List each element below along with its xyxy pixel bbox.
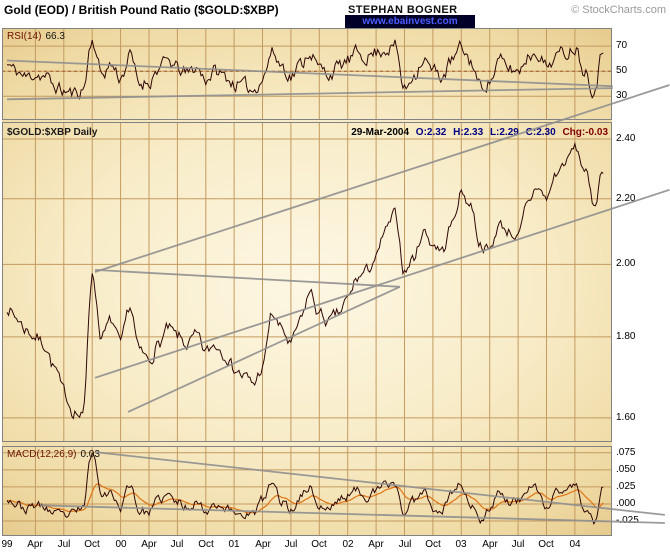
macd-value: 0.03	[80, 449, 100, 460]
y-axis-label: -.025	[616, 515, 639, 526]
x-axis-label: 02	[342, 539, 354, 550]
x-axis-label: 01	[228, 539, 240, 550]
x-axis-label: Apr	[27, 539, 43, 550]
quote-change: Chg:-0.03	[562, 127, 608, 138]
y-axis-label: 2.40	[616, 133, 636, 144]
y-axis-label: .025	[616, 481, 636, 492]
quote-high: H:2.33	[453, 127, 484, 138]
y-axis-label: 2.20	[616, 193, 636, 204]
x-axis-label: 99	[1, 539, 13, 550]
x-axis-label: Jul	[170, 539, 184, 550]
stockcharts-copyright-link[interactable]: © StockCharts.com	[571, 4, 666, 16]
panel-border	[2, 28, 612, 120]
y-axis-label: 30	[616, 90, 628, 101]
macd-label: MACD(12,26,9) 0.03	[7, 449, 100, 460]
y-axis-label: .075	[616, 447, 636, 458]
x-axis-label: Oct	[311, 539, 327, 550]
x-axis-label: Oct	[425, 539, 441, 550]
website-banner-link[interactable]: www.ebainvest.com	[345, 15, 475, 28]
x-axis-label: Apr	[255, 539, 271, 550]
rsi-label: RSI(14) 66.3	[7, 31, 65, 42]
x-axis-label: 04	[569, 539, 581, 550]
x-axis-label: Jul	[57, 539, 71, 550]
x-axis-label: Apr	[368, 539, 384, 550]
y-axis-label: .000	[616, 498, 636, 509]
x-axis: 99 Apr Jul Oct 00 Apr Jul Oct 01 Apr Jul Oct 02 Apr Ju…	[0, 539, 670, 553]
x-axis-label: Oct	[538, 539, 554, 550]
x-axis-label: Apr	[141, 539, 157, 550]
price-symbol-label: $GOLD:$XBP Daily	[7, 127, 98, 138]
x-axis-label: Jul	[511, 539, 525, 550]
x-axis-label: 03	[455, 539, 467, 550]
rsi-line	[6, 39, 604, 100]
x-axis-label: Jul	[398, 539, 412, 550]
quote-low: L:2.29	[489, 127, 519, 138]
y-axis-label: 70	[616, 40, 628, 51]
quote-date: 29-Mar-2004	[351, 127, 410, 138]
ohlc-readout: 29-Mar-2004 O:2.32 H:2.33 L:2.29 C:2.30 …	[347, 127, 608, 138]
chart-title: Gold (EOD) / British Pound Ratio ($GOLD:…	[4, 3, 279, 17]
rsi-indicator-name: RSI(14)	[7, 31, 42, 42]
quote-close: C:2.30	[525, 127, 556, 138]
x-axis-label: Oct	[84, 539, 100, 550]
author-name: STEPHAN BOGNER	[348, 4, 458, 16]
x-axis-label: Jul	[284, 539, 298, 550]
x-axis-label: Oct	[198, 539, 214, 550]
y-axis-label: 50	[616, 65, 628, 76]
price-line	[6, 141, 604, 420]
macd-indicator-name: MACD(12,26,9)	[7, 449, 77, 460]
y-axis-label: 2.00	[616, 258, 636, 269]
macd-line	[6, 452, 604, 526]
quote-open: O:2.32	[415, 127, 447, 138]
x-axis-label: Apr	[482, 539, 498, 550]
y-axis: 70 50 30 2.40 2.20 2.00 1.80 1.60 .075 .050 .025 .0…	[616, 0, 668, 558]
y-axis-label: 1.60	[616, 412, 636, 423]
x-axis-label: 00	[115, 539, 127, 550]
rsi-value: 66.3	[45, 31, 65, 42]
y-axis-label: 1.80	[616, 331, 636, 342]
y-axis-label: .050	[616, 464, 636, 475]
